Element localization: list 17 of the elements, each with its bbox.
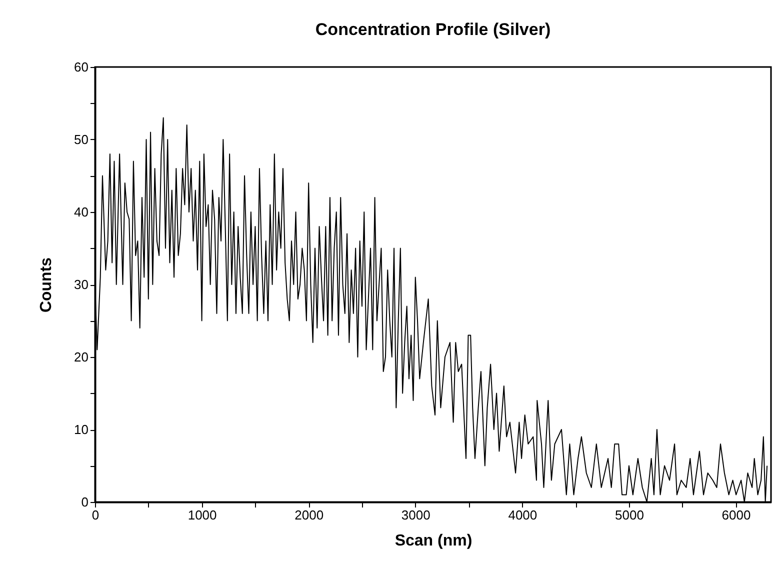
y-tick-label: 20 <box>74 350 88 364</box>
y-tick-label: 40 <box>74 204 88 220</box>
x-tick-label: 0 <box>92 508 100 522</box>
y-tick-label: 30 <box>74 277 88 292</box>
x-tick-label: 2000 <box>294 508 324 522</box>
y-tick-label: 10 <box>74 422 88 437</box>
x-axis-title: Scan (nm) <box>394 532 472 550</box>
x-tick-label: 4000 <box>508 508 538 522</box>
x-tick-label: 3000 <box>401 508 430 522</box>
y-axis-title: Counts <box>38 257 56 313</box>
y-tick-label: 60 <box>74 60 88 74</box>
x-tick-label: 5000 <box>615 508 644 522</box>
y-tick-label: 0 <box>81 494 88 510</box>
x-tick-label: 6000 <box>722 508 751 522</box>
y-tick-label: 50 <box>74 132 88 147</box>
chart-title: Concentration Profile (Silver) <box>315 20 551 39</box>
x-tick-label: 1000 <box>188 508 217 522</box>
